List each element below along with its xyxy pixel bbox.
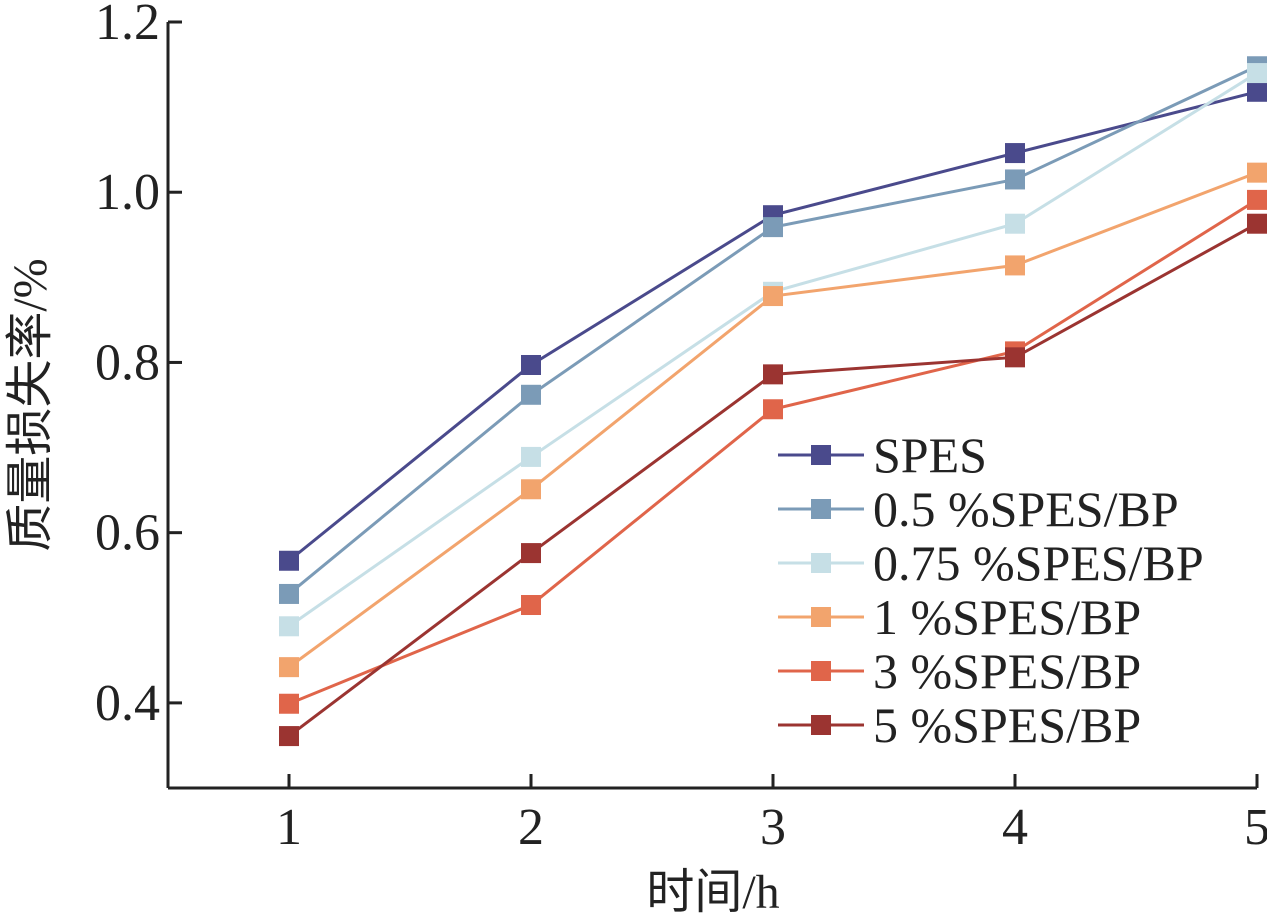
x-tick-label: 1 — [276, 799, 302, 856]
legend-marker — [811, 661, 831, 681]
data-point — [521, 384, 541, 405]
axes — [166, 22, 1257, 790]
x-ticks: 1 2 3 4 5 — [276, 774, 1267, 856]
legend-item: 5 %SPES/BP — [778, 697, 1141, 753]
data-point — [279, 726, 299, 747]
data-point — [1005, 255, 1025, 276]
data-point — [763, 286, 783, 307]
legend-label: 0.75 %SPES/BP — [873, 535, 1204, 591]
legend-marker — [811, 445, 831, 465]
legend-item: 0.5 %SPES/BP — [778, 481, 1179, 537]
data-point — [521, 446, 541, 467]
y-tick-label: 0.6 — [95, 505, 160, 562]
legend-item: 3 %SPES/BP — [778, 643, 1141, 699]
legend-marker — [811, 715, 831, 735]
data-point — [279, 583, 299, 604]
data-point — [279, 616, 299, 637]
y-ticks: 0.4 0.6 0.8 1.0 1.2 — [95, 0, 182, 732]
data-point — [1247, 213, 1267, 234]
x-tick-label: 3 — [760, 799, 786, 856]
legend-label: 3 %SPES/BP — [873, 643, 1141, 699]
x-tick-label: 2 — [518, 799, 544, 856]
series-4 — [279, 189, 1267, 714]
data-point — [1005, 347, 1025, 368]
y-tick-label: 0.8 — [95, 334, 160, 391]
data-point — [763, 399, 783, 420]
series-5 — [279, 213, 1267, 747]
data-point — [279, 693, 299, 714]
data-point — [1005, 143, 1025, 164]
data-point — [521, 595, 541, 616]
data-point — [1247, 162, 1267, 183]
y-tick-label: 1.2 — [95, 0, 160, 51]
x-axis-title: 时间/h — [646, 866, 779, 919]
y-tick-label: 0.4 — [95, 675, 160, 732]
series-3 — [279, 162, 1267, 678]
legend-marker — [811, 607, 831, 627]
data-point — [279, 657, 299, 678]
data-point — [763, 364, 783, 385]
data-point — [763, 217, 783, 238]
data-point — [521, 354, 541, 375]
legend-label: 5 %SPES/BP — [873, 697, 1141, 753]
legend-item: 1 %SPES/BP — [778, 589, 1141, 645]
series-group — [279, 56, 1267, 747]
legend-marker — [811, 499, 831, 519]
legend-marker — [811, 553, 831, 573]
legend-label: 0.5 %SPES/BP — [873, 481, 1179, 537]
data-point — [1247, 189, 1267, 210]
data-point — [1247, 63, 1267, 84]
legend-label: SPES — [873, 427, 987, 483]
y-axis-title: 质量损失率/% — [4, 258, 57, 551]
legend-item: 0.75 %SPES/BP — [778, 535, 1204, 591]
data-point — [279, 550, 299, 571]
legend-label: 1 %SPES/BP — [873, 589, 1141, 645]
data-point — [521, 479, 541, 500]
x-tick-label: 4 — [1002, 799, 1028, 856]
data-point — [1005, 213, 1025, 234]
legend-item: SPES — [778, 427, 987, 483]
data-point — [1247, 81, 1267, 102]
x-tick-label: 5 — [1244, 799, 1267, 856]
y-tick-label: 1.0 — [95, 164, 160, 221]
data-point — [521, 543, 541, 564]
data-point — [1005, 169, 1025, 190]
